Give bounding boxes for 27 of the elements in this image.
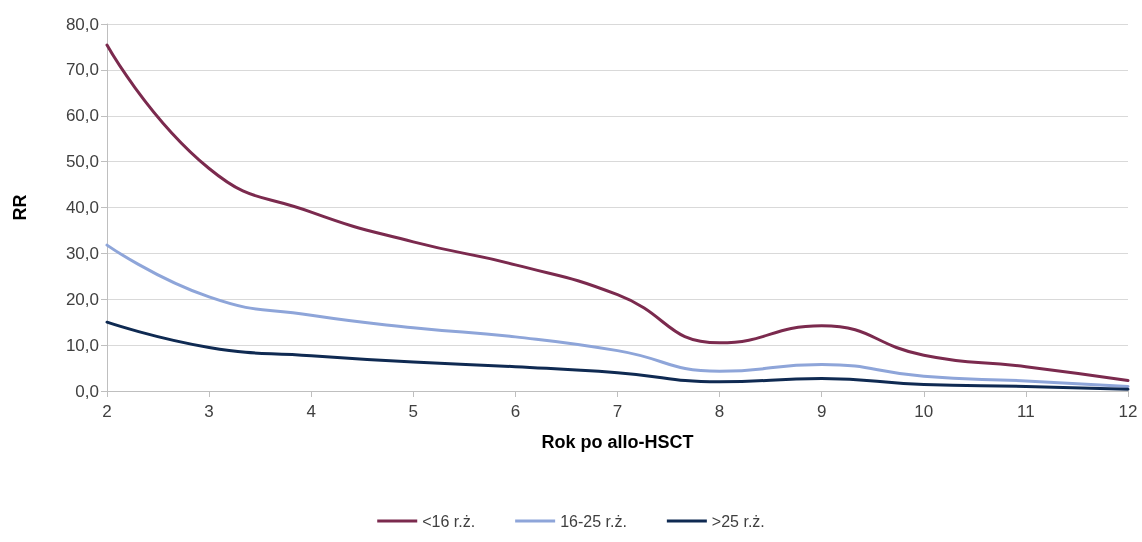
y-tick-label: 20,0 [65, 289, 99, 309]
y-tick-label: 60,0 [65, 106, 99, 126]
x-tick-label: 5 [408, 402, 419, 421]
x-tick-label: 8 [714, 402, 725, 421]
x-tick-label: 7 [612, 402, 623, 421]
x-tick-label: 11 [1017, 402, 1035, 421]
y-tick-label: 40,0 [65, 198, 99, 217]
y-axis-title: RR [10, 194, 30, 221]
legend-label: >25 r.ż. [711, 512, 765, 530]
y-tick-label: 10,0 [65, 335, 99, 355]
y-tick-label: 80,0 [65, 14, 99, 34]
x-tick-label: 2 [102, 402, 112, 421]
y-tick-label: 50,0 [65, 152, 99, 172]
y-tick-label: 0,0 [75, 381, 99, 401]
y-tick-label: 30,0 [65, 243, 99, 263]
x-tick-label: 4 [306, 402, 316, 421]
legend-label: <16 r.ż. [422, 512, 476, 530]
x-tick-label: 6 [510, 402, 521, 421]
x-tick-label: 9 [816, 402, 827, 421]
legend-label: 16-25 r.ż. [560, 512, 627, 530]
line-series [105, 43, 1130, 382]
x-tick-label: 12 [1118, 402, 1138, 421]
x-axis-title: Rok po allo-HSCT [541, 432, 694, 452]
line-series [105, 243, 1130, 388]
x-tick-label: 10 [914, 402, 934, 421]
x-tick-label: 3 [204, 402, 214, 421]
y-tick-label: 70,0 [65, 60, 99, 80]
